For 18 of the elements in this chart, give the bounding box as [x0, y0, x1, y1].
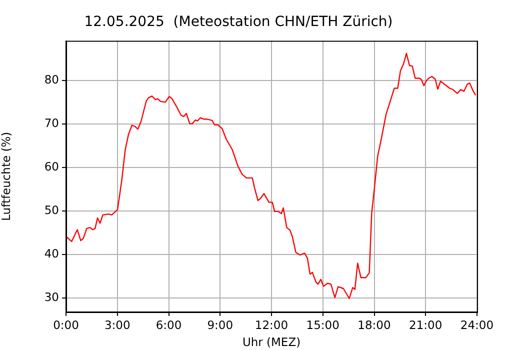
y-tick-label: 60: [44, 159, 59, 174]
x-tick-label: 24:00: [460, 318, 494, 332]
x-tick-label: 3:00: [104, 318, 130, 332]
y-tick-label: 40: [44, 246, 59, 261]
y-tick-label: 80: [44, 72, 59, 86]
x-tick-label: 6:00: [156, 318, 182, 332]
y-tick-label: 30: [44, 290, 59, 304]
chart-title: 12.05.2025 (Meteostation CHN/ETH Zürich): [84, 14, 393, 30]
y-tick-label: 50: [44, 202, 59, 217]
y-tick-label: 70: [44, 116, 59, 130]
x-axis-title: Uhr (MEZ): [242, 335, 301, 350]
x-tick-label: 15:00: [306, 318, 340, 332]
x-tick-label: 18:00: [358, 318, 391, 332]
x-tick-label: 21:00: [409, 318, 442, 332]
x-tick-label: 12:00: [254, 318, 288, 332]
y-axis-title: Luftfeuchte (%): [0, 132, 13, 221]
x-tick-label: 0:00: [53, 318, 79, 332]
x-tick-label: 9:00: [207, 318, 234, 332]
